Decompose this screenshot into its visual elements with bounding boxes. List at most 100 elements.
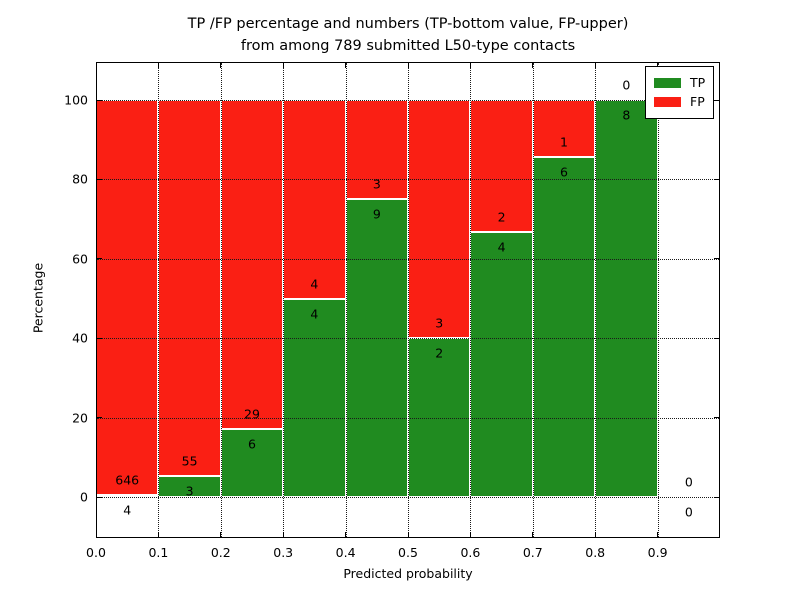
fp-count-annotation: 0 xyxy=(622,77,631,93)
x-tick-label: 0.0 xyxy=(86,545,106,560)
x-tick-mark xyxy=(407,532,409,537)
chart-title: TP /FP percentage and numbers (TP-bottom… xyxy=(96,13,720,57)
y-tick-mark-right xyxy=(714,99,719,101)
y-tick-mark xyxy=(97,337,102,339)
x-tick-label: 0.7 xyxy=(522,545,543,560)
x-tick-label: 0.1 xyxy=(148,545,169,560)
tp-count-annotation: 4 xyxy=(310,306,319,321)
tp-count-annotation: 6 xyxy=(248,436,256,452)
x-tick-label: 0.5 xyxy=(398,545,418,560)
x-gridline xyxy=(158,63,160,537)
y-tick-label: 100 xyxy=(64,92,88,108)
fp-count-annotation: 3 xyxy=(372,176,381,192)
y-tick-label: 0 xyxy=(80,489,88,505)
x-gridline xyxy=(470,63,472,537)
x-tick-mark xyxy=(95,532,97,537)
y-tick-mark xyxy=(97,258,102,260)
x-tick-mark-top xyxy=(657,63,659,68)
x-tick-label: 0.9 xyxy=(647,545,668,560)
fp-count-annotation: 3 xyxy=(435,315,444,331)
x-gridline xyxy=(345,63,347,537)
tp-bar-segment xyxy=(283,298,346,497)
fp-bar-segment xyxy=(96,100,159,495)
x-tick-mark-top xyxy=(345,63,347,68)
x-tick-label: 0.6 xyxy=(460,545,481,560)
x-tick-mark xyxy=(532,532,534,537)
x-tick-mark xyxy=(220,532,222,537)
tp-count-annotation: 9 xyxy=(372,206,381,222)
x-tick-mark-top xyxy=(157,63,159,68)
y-tick-mark-right xyxy=(714,496,719,498)
x-tick-label: 0.3 xyxy=(273,545,294,560)
legend-label: FP xyxy=(690,94,705,109)
fp-bar-segment xyxy=(283,100,346,299)
fp-count-annotation: 646 xyxy=(115,472,140,488)
y-tick-label: 60 xyxy=(72,251,88,267)
x-tick-label: 0.2 xyxy=(210,545,231,560)
x-axis-label: Predicted probability xyxy=(343,566,473,581)
fp-bar-segment xyxy=(158,100,221,477)
x-tick-mark xyxy=(157,532,159,537)
y-tick-mark-right xyxy=(714,337,719,339)
y-tick-mark xyxy=(97,417,102,419)
tp-bar-segment xyxy=(595,100,658,497)
tp-count-annotation: 2 xyxy=(435,345,444,361)
fp-count-annotation: 55 xyxy=(181,453,198,469)
fp-bar-segment xyxy=(220,100,284,429)
chart-title-line1: TP /FP percentage and numbers (TP-bottom… xyxy=(187,16,629,32)
x-gridline xyxy=(220,63,222,537)
x-tick-mark xyxy=(282,532,284,537)
x-gridline xyxy=(532,63,534,537)
tp-bar-segment xyxy=(532,156,596,497)
x-gridline xyxy=(408,63,409,537)
tp-count-annotation: 0 xyxy=(684,504,693,520)
y-axis-label: Percentage xyxy=(30,262,46,334)
tp-count-annotation: 6 xyxy=(560,164,568,180)
y-tick-mark xyxy=(97,178,102,180)
fp-count-annotation: 2 xyxy=(497,209,506,225)
x-gridline xyxy=(283,63,285,537)
y-tick-mark xyxy=(97,99,102,101)
legend-label: TP xyxy=(690,75,706,90)
legend-entry-tp: TP xyxy=(654,75,705,91)
y-tick-label: 80 xyxy=(72,171,88,187)
x-tick-mark-top xyxy=(594,63,596,68)
fp-bar-segment xyxy=(408,100,471,339)
x-tick-mark-top xyxy=(95,63,97,68)
y-tick-mark-right xyxy=(714,417,719,419)
x-tick-mark-top xyxy=(282,63,284,68)
tp-count-annotation: 4 xyxy=(123,502,132,518)
y-tick-mark-right xyxy=(714,178,719,180)
x-tick-mark xyxy=(469,532,471,537)
x-tick-label: 0.4 xyxy=(335,545,356,560)
x-tick-mark-top xyxy=(532,63,534,68)
tp-count-annotation: 4 xyxy=(497,239,506,255)
x-gridline xyxy=(657,63,659,537)
tp-count-annotation: 3 xyxy=(185,483,194,499)
x-tick-mark-top xyxy=(220,63,222,68)
fp-count-annotation: 29 xyxy=(244,406,260,422)
legend-entry-fp: FP xyxy=(654,94,705,110)
x-tick-mark-top xyxy=(407,63,409,68)
y-tick-label: 20 xyxy=(72,410,88,426)
tp-bar-segment xyxy=(470,232,533,497)
y-tick-mark xyxy=(97,496,102,498)
x-gridline xyxy=(595,63,597,537)
fp-count-annotation: 4 xyxy=(310,276,319,291)
fp-count-annotation: 0 xyxy=(684,474,693,490)
y-tick-mark-right xyxy=(714,258,719,260)
fp-count-annotation: 1 xyxy=(560,134,568,150)
legend: TP FP xyxy=(645,66,715,119)
legend-swatch-tp xyxy=(654,78,681,88)
x-tick-label: 0.8 xyxy=(585,545,606,560)
x-tick-mark-top xyxy=(469,63,471,68)
chart-title-line2: from among 789 submitted L50-type contac… xyxy=(240,38,576,54)
tp-count-annotation: 8 xyxy=(622,107,631,123)
y-tick-label: 40 xyxy=(72,330,88,346)
legend-swatch-fp xyxy=(654,97,681,107)
x-tick-mark xyxy=(345,532,347,537)
x-tick-mark xyxy=(657,532,659,537)
tp-bar-segment xyxy=(408,338,471,497)
tp-bar-segment xyxy=(345,199,408,497)
